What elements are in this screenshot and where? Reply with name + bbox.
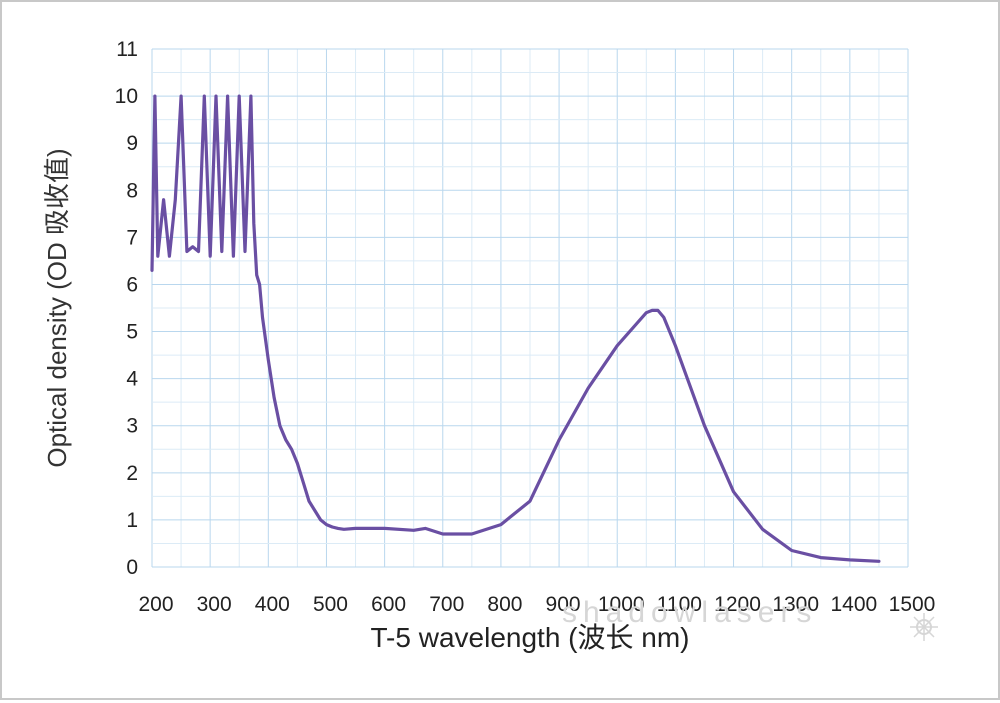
x-tick-label: 1200: [714, 593, 761, 616]
x-tick-label: 700: [429, 593, 464, 616]
y-tick-label: 2: [126, 462, 138, 485]
x-tick-label: 800: [487, 593, 522, 616]
y-tick-label: 11: [116, 38, 138, 61]
y-tick-label: 1: [126, 509, 138, 532]
x-tick-label: 1000: [598, 593, 645, 616]
y-tick-label: 8: [126, 179, 138, 202]
gridlines: [151, 48, 909, 568]
x-tick-labels: 200 300 400 500 600 700 800 900 1000 1100 1200 1300…: [138, 593, 935, 616]
x-tick-label: 900: [546, 593, 581, 616]
x-tick-label: 200: [138, 593, 173, 616]
y-tick-label: 10: [115, 85, 138, 108]
x-tick-label: 1500: [889, 593, 936, 616]
watermark-text: shadowlasers: [562, 596, 817, 629]
x-tick-label: 600: [371, 593, 406, 616]
x-axis-title: T-5 wavelength (波长 nm): [371, 622, 690, 653]
y-tick-label: 4: [126, 368, 138, 391]
y-tick-label: 3: [126, 415, 138, 438]
y-axis-title: Optical density (OD 吸收值): [42, 148, 72, 467]
sparkle-icon: [910, 613, 938, 641]
x-tick-label: 1300: [772, 593, 819, 616]
y-tick-label: 9: [126, 132, 138, 155]
y-tick-label: 5: [126, 321, 138, 344]
y-tick-label: 6: [126, 273, 138, 296]
x-tick-label: 1400: [830, 593, 877, 616]
series-lines: [150, 94, 881, 563]
x-tick-label: 1100: [657, 593, 702, 616]
x-tick-label: 300: [197, 593, 232, 616]
y-tick-label: 7: [126, 226, 138, 249]
y-tick-labels: 0 1 2 3 4 5 6 7 8 9 10 11: [115, 38, 139, 579]
y-tick-label: 0: [126, 556, 138, 579]
x-tick-label: 500: [313, 593, 348, 616]
series-line: [150, 94, 881, 563]
x-tick-label: 400: [255, 593, 290, 616]
